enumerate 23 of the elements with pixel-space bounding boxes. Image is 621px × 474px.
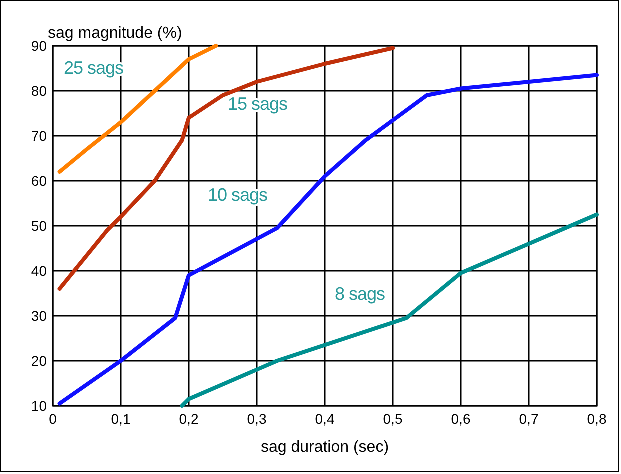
y-tick-label: 50 <box>31 218 48 234</box>
x-tick-label: 0 <box>49 411 58 427</box>
y-tick-label: 40 <box>31 263 48 279</box>
x-tick-label: 0,7 <box>519 411 539 427</box>
y-tick-label: 60 <box>31 173 48 189</box>
x-tick-label: 0,8 <box>587 411 607 427</box>
x-tick-label: 0,4 <box>315 411 335 427</box>
x-tick-label: 0,6 <box>451 411 471 427</box>
y-tick-label: 20 <box>31 353 48 369</box>
y-axis-title: sag magnitude (%) <box>48 25 182 42</box>
x-tick-label: 0,5 <box>383 411 403 427</box>
y-tick-label: 70 <box>31 128 48 144</box>
series-label: 8 sags <box>335 284 386 304</box>
x-tick-label: 0,1 <box>111 411 131 427</box>
x-tick-label: 0,3 <box>247 411 267 427</box>
y-tick-label: 30 <box>31 308 48 324</box>
x-axis-title: sag duration (sec) <box>260 439 390 456</box>
x-tick-label: 0,2 <box>179 411 199 427</box>
line-series <box>58 44 218 174</box>
y-tick-label: 10 <box>31 398 48 414</box>
line-series <box>180 212 599 408</box>
y-tick-label: 80 <box>31 83 48 99</box>
y-tick-label: 90 <box>31 38 48 54</box>
